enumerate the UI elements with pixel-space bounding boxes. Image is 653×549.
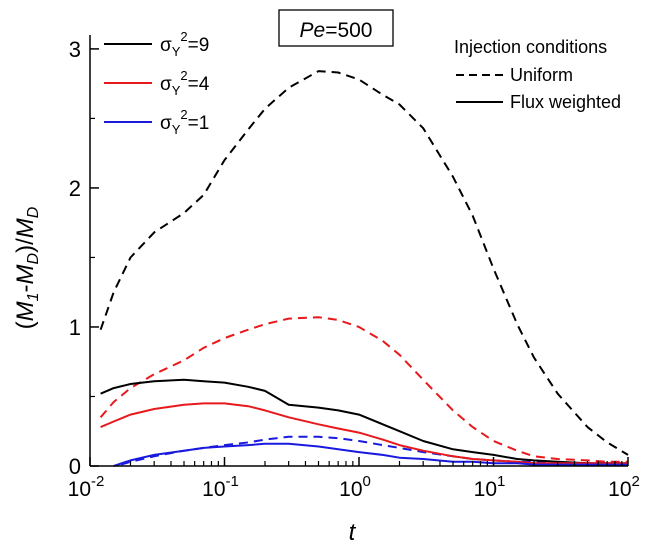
- legend-sub: Y: [172, 44, 181, 59]
- x-tick-base: 10: [474, 478, 497, 501]
- series-line-uniform-var4: [99, 316, 628, 463]
- x-tick-label: 10-1: [202, 473, 239, 501]
- title-italic: Pe: [300, 19, 326, 42]
- ylabel-m2: M: [12, 264, 39, 284]
- ylabel-dash: -: [12, 284, 39, 292]
- y-tick-label: 2: [69, 176, 81, 201]
- chart-title: Pe=500: [278, 9, 394, 47]
- ylabel-m3: M: [12, 218, 39, 238]
- x-tick-base: 10: [608, 478, 631, 501]
- legend-injection: Injection conditions Uniform Flux weight…: [454, 37, 621, 112]
- ylabel-sub2: D: [25, 252, 42, 264]
- y-axis-label: (M1-MD)/MD: [12, 206, 42, 329]
- x-tick-label: 100: [339, 473, 371, 501]
- legend-value: =4: [188, 74, 210, 95]
- x-tick-base: 10: [68, 478, 91, 501]
- x-tick-exp: -2: [91, 473, 104, 490]
- x-tick-base: 10: [339, 478, 362, 501]
- legend-sub: Y: [172, 122, 181, 137]
- legend-label-4: σY2=4: [160, 68, 210, 98]
- ylabel-sub3: D: [25, 206, 42, 218]
- legend-variance: σY2=9 σY2=4 σY2=1: [104, 29, 210, 137]
- x-axis-label: t: [349, 519, 357, 546]
- legend-sub: Y: [172, 83, 181, 98]
- y-tick-label: 0: [69, 454, 81, 479]
- x-tick-exp: 1: [497, 473, 505, 490]
- legend-value: =9: [188, 35, 210, 56]
- series-line-flux-weighted-var4: [100, 402, 628, 465]
- x-tick-exp: 0: [363, 473, 371, 490]
- ylabel-close: )/: [12, 238, 39, 253]
- x-tick-label: 102: [608, 473, 640, 501]
- x-tick-base: 10: [202, 478, 225, 501]
- x-tick-exp: -1: [226, 473, 239, 490]
- legend-label-9: σY2=9: [160, 29, 209, 59]
- legend-sup: 2: [180, 68, 187, 83]
- x-tick-exp: 2: [632, 473, 640, 490]
- title-text: Pe=500: [300, 19, 373, 42]
- legend-sigma: σ: [160, 74, 172, 95]
- legend-label-1: σY2=1: [160, 107, 209, 137]
- legend-sup: 2: [180, 29, 187, 44]
- x-tick-label: 101: [474, 473, 506, 501]
- series-line-uniform-var9: [99, 70, 629, 456]
- y-tick-label: 1: [69, 315, 81, 340]
- series-line-flux-weighted-var9: [100, 378, 628, 465]
- ylabel-sub1: 1: [25, 292, 42, 301]
- legend-sigma: σ: [160, 113, 172, 134]
- legend-label-flux: Flux weighted: [510, 92, 621, 112]
- legend-variance-entry: σY2=4: [104, 68, 210, 98]
- title-box: [278, 9, 394, 47]
- legend-label-uniform: Uniform: [510, 65, 573, 85]
- x-tick-label: 10-2: [68, 473, 105, 501]
- ylabel-m1: M: [12, 301, 39, 321]
- y-tick-label: 3: [69, 37, 81, 62]
- ylabel-open: (: [12, 321, 39, 329]
- legend-variance-entry: σY2=9: [104, 29, 209, 59]
- legend-value: =1: [188, 113, 210, 134]
- legend-sigma: σ: [160, 35, 172, 56]
- legend-variance-entry: σY2=1: [104, 107, 209, 137]
- series-layer: [99, 70, 629, 467]
- legend-injection-title: Injection conditions: [454, 37, 607, 57]
- series-line-uniform-var1: [120, 435, 628, 466]
- series-line-flux-weighted-var1: [113, 442, 628, 467]
- legend-sup: 2: [180, 107, 187, 122]
- title-rest: =500: [325, 19, 372, 42]
